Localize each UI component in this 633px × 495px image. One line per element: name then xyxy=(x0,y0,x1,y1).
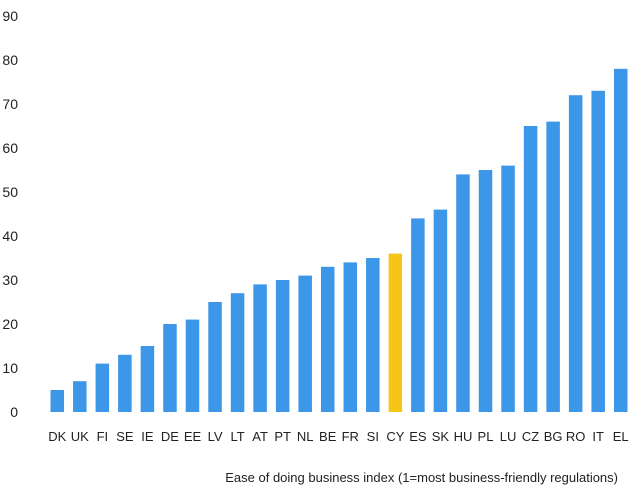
x-tick-label: CY xyxy=(386,429,404,444)
x-tick-label: PT xyxy=(274,429,291,444)
bar-at xyxy=(253,284,267,412)
x-tick-label: SK xyxy=(432,429,450,444)
x-tick-label: AT xyxy=(252,429,268,444)
bar-lv xyxy=(208,302,222,412)
bar-pl xyxy=(478,170,493,412)
bar-bg xyxy=(546,121,560,412)
bar-es xyxy=(411,218,425,412)
y-tick-label: 60 xyxy=(2,140,18,156)
bar-ro xyxy=(568,95,583,412)
x-axis-label: Ease of doing business index (1=most bus… xyxy=(225,470,618,485)
x-tick-label: EL xyxy=(613,429,629,444)
y-tick-label: 70 xyxy=(2,96,18,112)
y-tick-label: 50 xyxy=(2,184,18,200)
y-tick-label: 10 xyxy=(2,360,18,376)
y-tick-label: 30 xyxy=(2,272,18,288)
bar-si xyxy=(366,258,380,412)
bar-ie xyxy=(140,346,155,412)
x-tick-label: UK xyxy=(71,429,89,444)
x-axis-ticks: DK UK FI SE IE DE EE LV LT AT PT NL BE FR SI CY ES SK HU PL… xyxy=(48,429,628,444)
x-tick-label: SE xyxy=(116,429,134,444)
y-tick-label: 40 xyxy=(2,228,18,244)
bar-lu xyxy=(501,165,515,412)
y-tick-label: 90 xyxy=(2,8,18,24)
bar-uk xyxy=(73,381,87,412)
bar-de xyxy=(163,324,177,412)
bar-hu xyxy=(456,174,470,412)
y-axis-ticks: 0 10 20 30 40 50 60 70 80 90 xyxy=(2,8,18,420)
bar-it xyxy=(591,90,605,413)
x-tick-label: CZ xyxy=(522,429,539,444)
x-tick-label: LU xyxy=(500,429,517,444)
x-tick-label: BG xyxy=(544,429,563,444)
y-tick-label: 0 xyxy=(10,404,18,420)
x-tick-label: RO xyxy=(566,429,586,444)
x-tick-label: DE xyxy=(161,429,179,444)
bar-nl xyxy=(298,275,312,412)
y-tick-label: 20 xyxy=(2,316,18,332)
bar-cz xyxy=(523,126,538,412)
x-tick-label: IE xyxy=(141,429,154,444)
x-tick-label: FR xyxy=(342,429,359,444)
x-tick-label: HU xyxy=(454,429,473,444)
bar-fi xyxy=(95,363,110,412)
bar-sk xyxy=(433,209,448,412)
bars-group xyxy=(50,68,628,413)
bar-pt xyxy=(275,280,290,412)
bar-be xyxy=(320,266,335,412)
x-tick-label: PL xyxy=(478,429,494,444)
bar-fr xyxy=(343,262,358,412)
x-tick-label: EE xyxy=(184,429,202,444)
bar-el xyxy=(613,68,628,413)
x-tick-label: IT xyxy=(592,429,604,444)
x-tick-label: BE xyxy=(319,429,337,444)
bar-lt xyxy=(230,293,245,412)
bar-cy xyxy=(388,253,403,412)
x-tick-label: LT xyxy=(230,429,244,444)
x-tick-label: FI xyxy=(97,429,109,444)
x-tick-label: SI xyxy=(367,429,379,444)
y-tick-label: 80 xyxy=(2,52,18,68)
x-tick-label: NL xyxy=(297,429,314,444)
bar-dk xyxy=(50,390,65,412)
x-tick-label: ES xyxy=(409,429,427,444)
bar-se xyxy=(118,354,132,412)
x-tick-label: LV xyxy=(208,429,223,444)
bar-ee xyxy=(185,319,200,412)
x-tick-label: DK xyxy=(48,429,66,444)
